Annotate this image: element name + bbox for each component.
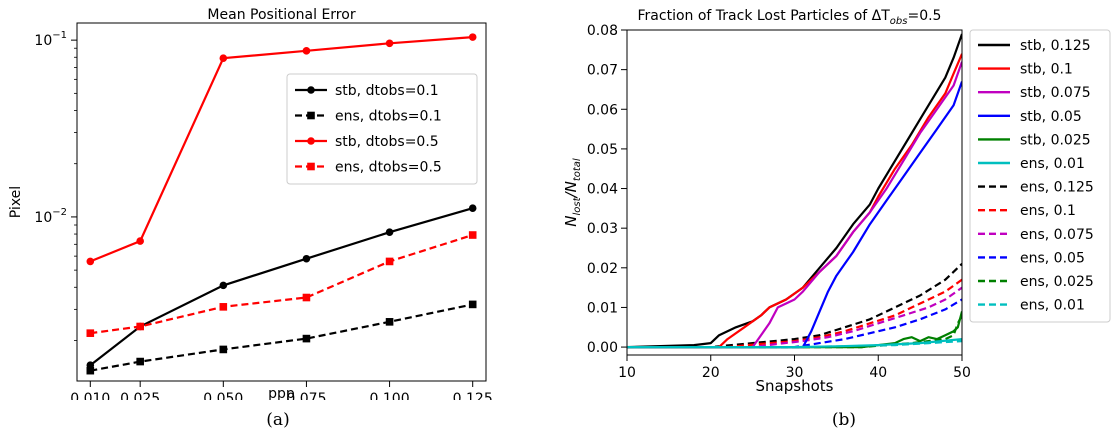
y-tick-label: 0.06 — [587, 102, 618, 118]
data-point — [136, 237, 144, 245]
legend-label: ens, 0.125 — [1020, 180, 1094, 196]
legend-label: ens, 0.01 — [1020, 156, 1085, 172]
x-tick-label: 0.075 — [286, 391, 326, 400]
data-point — [468, 300, 477, 309]
x-tick-label: 30 — [786, 365, 804, 381]
series-line — [627, 278, 962, 349]
series-line — [89, 36, 473, 263]
legend-label: stb, 0.1 — [1020, 62, 1073, 78]
data-point — [385, 318, 394, 326]
legend-label: ens, dtobs=0.1 — [335, 109, 442, 125]
legend-box — [286, 73, 478, 185]
series-line — [90, 233, 474, 335]
data-point — [385, 39, 394, 48]
y-tick-label: 0.08 — [587, 23, 618, 39]
x-tick-label: 40 — [869, 365, 887, 381]
x-tick-label: 0.025 — [120, 391, 160, 400]
series-line — [90, 303, 473, 372]
legend-label: stb, 0.025 — [1020, 132, 1091, 148]
data-point — [86, 329, 95, 337]
data-point — [86, 366, 95, 375]
legend-label: ens, 0.025 — [1020, 274, 1094, 290]
chart-a: Mean Positional Error 10−1 10−2 0.010 0.025 0… — [8, 7, 493, 400]
x-tick-label: 0.100 — [370, 391, 410, 400]
legend-label: stb, dtobs=0.1 — [335, 83, 439, 99]
y-tick-label: 0.04 — [587, 182, 618, 198]
x-axis-label: ppp — [268, 386, 295, 400]
series-line — [627, 81, 962, 349]
data-point — [302, 47, 311, 55]
data-point — [302, 254, 311, 263]
legend-label: ens, 0.01 — [1020, 298, 1085, 314]
legend-marker — [307, 111, 315, 120]
data-point — [468, 33, 477, 41]
y-tick-label: 10−1 — [34, 30, 67, 49]
data-point — [136, 322, 144, 331]
legend-marker — [307, 86, 315, 94]
data-point — [219, 345, 228, 354]
y-tick-label: 0.07 — [587, 63, 618, 79]
y-tick-label: 0.01 — [587, 300, 618, 316]
legend-marker — [307, 162, 315, 171]
y-tick-label: 0.02 — [587, 261, 618, 277]
legend-box — [969, 29, 1111, 323]
data-point — [219, 281, 228, 290]
y-axis-label: Nlost/Ntotal — [562, 158, 583, 227]
caption-a: (a) — [266, 410, 290, 430]
legend-label: stb, dtobs=0.5 — [335, 134, 439, 150]
series-line — [89, 207, 474, 367]
plot-area — [627, 33, 962, 349]
legend-label: ens, dtobs=0.5 — [335, 160, 442, 176]
series-line — [627, 61, 962, 349]
data-point — [302, 293, 311, 302]
data-point — [86, 257, 95, 266]
series-line — [627, 33, 962, 349]
x-tick-label: 50 — [953, 365, 971, 381]
y-tick-label: 0.03 — [587, 221, 618, 237]
x-axis-label: Snapshots — [756, 377, 834, 395]
legend-label: stb, 0.075 — [1020, 85, 1091, 101]
plot-frame — [76, 22, 487, 382]
series-line — [627, 338, 962, 349]
data-point — [219, 303, 228, 311]
x-tick-label: 0.050 — [203, 391, 243, 400]
y-tick-label: 10−2 — [34, 207, 67, 226]
series-line — [627, 53, 962, 349]
series-line — [627, 286, 962, 349]
series-line — [627, 263, 962, 349]
chart-title: Mean Positional Error — [207, 7, 355, 23]
y-tick-label: 0.05 — [587, 142, 618, 158]
data-point — [385, 257, 394, 266]
x-tick-label: 0.010 — [70, 391, 110, 400]
chart-b: Fraction of Track Lost Particles of ΔTob… — [562, 8, 1111, 395]
legend-label: ens, 0.1 — [1020, 203, 1076, 219]
data-point — [219, 54, 228, 63]
legend-label: ens, 0.05 — [1020, 250, 1085, 266]
legend-label: ens, 0.075 — [1020, 227, 1094, 243]
data-point — [136, 357, 144, 366]
data-point — [302, 334, 311, 343]
y-axis-label: Pixel — [8, 186, 24, 218]
legend-marker — [307, 137, 315, 145]
y-tick-label: 0.00 — [587, 340, 618, 356]
chart-title: Fraction of Track Lost Particles of ΔTob… — [638, 8, 942, 27]
caption-b: (b) — [831, 410, 857, 430]
x-tick-label: 20 — [702, 365, 720, 381]
data-point — [468, 231, 477, 239]
x-tick-label: 0.125 — [453, 391, 493, 400]
legend-label: stb, 0.05 — [1020, 109, 1082, 125]
series-line — [627, 298, 962, 349]
data-point — [385, 228, 394, 236]
x-tick-label: 10 — [618, 365, 636, 381]
legend-label: stb, 0.125 — [1020, 38, 1091, 54]
plot-frame — [626, 29, 963, 356]
data-point — [468, 204, 477, 213]
